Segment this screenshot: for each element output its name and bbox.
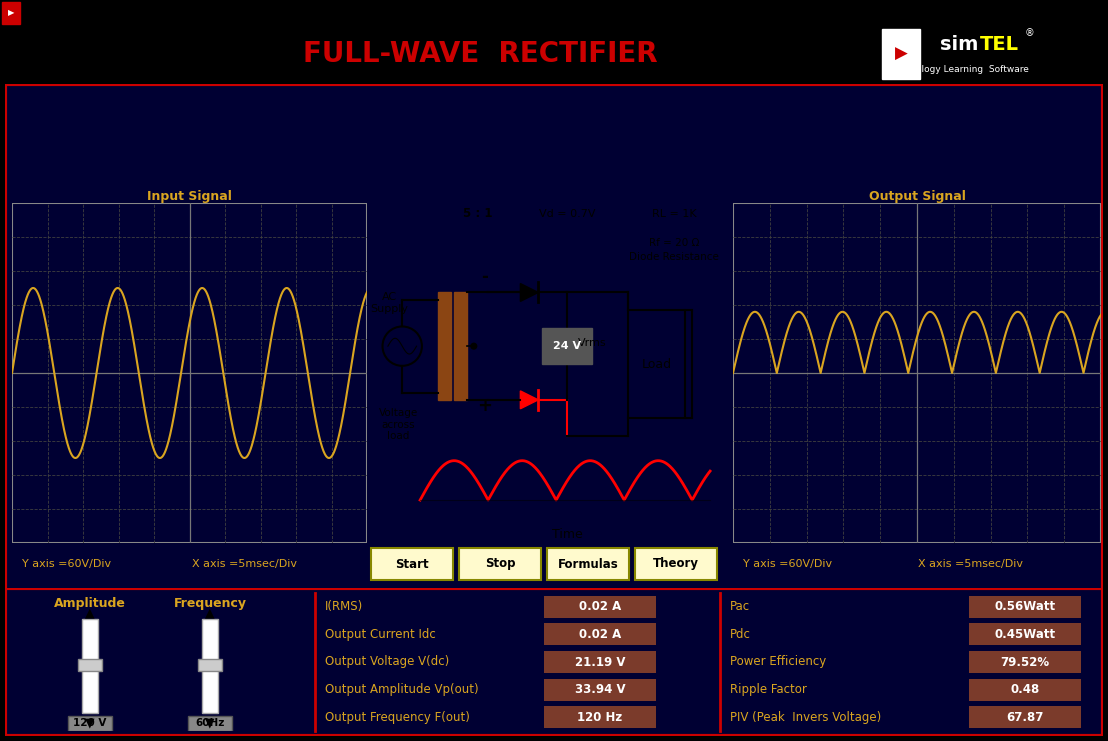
Text: Ripple Factor: Ripple Factor <box>730 683 807 696</box>
Text: Y axis =60V/Div: Y axis =60V/Div <box>22 559 111 569</box>
Text: Output Current Idc: Output Current Idc <box>325 628 435 641</box>
Text: Output Frequency F(out): Output Frequency F(out) <box>325 711 470 724</box>
Text: sim: sim <box>940 36 978 55</box>
FancyBboxPatch shape <box>544 706 656 728</box>
Text: FULL-WAVE  RECTIFIER: FULL-WAVE RECTIFIER <box>302 40 657 68</box>
Bar <box>2 2 20 24</box>
Text: Pac: Pac <box>730 600 750 614</box>
FancyBboxPatch shape <box>970 706 1081 728</box>
Text: Y axis =60V/Div: Y axis =60V/Div <box>743 559 832 569</box>
Text: Output Voltage V(dc): Output Voltage V(dc) <box>325 656 449 668</box>
Text: AC
Supply: AC Supply <box>371 293 409 314</box>
Text: 0.48: 0.48 <box>1010 683 1039 696</box>
FancyBboxPatch shape <box>970 651 1081 673</box>
Text: Theory: Theory <box>653 557 699 571</box>
Text: Technology Learning  Software: Technology Learning Software <box>891 64 1029 73</box>
Bar <box>438 293 451 400</box>
Polygon shape <box>521 284 538 302</box>
Title: Input Signal: Input Signal <box>147 190 232 203</box>
Text: RL = 1K: RL = 1K <box>652 209 697 219</box>
FancyBboxPatch shape <box>970 596 1081 618</box>
Text: Formulas: Formulas <box>557 557 618 571</box>
FancyBboxPatch shape <box>544 651 656 673</box>
Polygon shape <box>521 391 538 409</box>
Bar <box>198 659 222 671</box>
Text: Regulators: Regulators <box>245 7 308 19</box>
Text: TEL: TEL <box>979 36 1019 55</box>
Text: X axis =5msec/Div: X axis =5msec/Div <box>192 559 297 569</box>
Text: Help: Help <box>310 7 337 19</box>
Text: 21.19 V: 21.19 V <box>575 656 625 668</box>
Bar <box>454 293 466 400</box>
Text: Time: Time <box>552 528 583 541</box>
Text: Stop: Stop <box>485 557 515 571</box>
Text: X axis =5msec/Div: X axis =5msec/Div <box>919 559 1023 569</box>
Bar <box>202 619 218 713</box>
Text: Amplitude: Amplitude <box>54 597 126 610</box>
Bar <box>882 29 920 79</box>
Text: Diode Resistance: Diode Resistance <box>629 252 719 262</box>
Bar <box>188 716 232 731</box>
Text: Output Amplitude Vp(out): Output Amplitude Vp(out) <box>325 683 479 696</box>
FancyBboxPatch shape <box>635 548 717 580</box>
Bar <box>78 659 102 671</box>
Text: ▶: ▶ <box>894 45 907 63</box>
Text: 5 : 1: 5 : 1 <box>463 207 492 220</box>
Text: Voltage
across
load: Voltage across load <box>379 408 418 442</box>
Text: Frequency: Frequency <box>174 597 246 610</box>
Text: 33.94 V: 33.94 V <box>575 683 625 696</box>
Text: 120 V: 120 V <box>73 719 106 728</box>
Text: ▲: ▲ <box>205 606 215 619</box>
Text: I(RMS): I(RMS) <box>325 600 363 614</box>
Text: 120 Hz: 120 Hz <box>577 711 623 724</box>
Text: ▶: ▶ <box>8 8 14 18</box>
Text: Filters: Filters <box>183 7 218 19</box>
Text: Vrms: Vrms <box>577 338 606 348</box>
Text: 0.02 A: 0.02 A <box>578 600 622 614</box>
Text: ▲: ▲ <box>85 606 95 619</box>
Text: 24 V: 24 V <box>553 341 581 351</box>
Bar <box>82 619 98 713</box>
Bar <box>68 716 112 731</box>
Text: +: + <box>478 396 492 414</box>
FancyBboxPatch shape <box>459 548 541 580</box>
FancyBboxPatch shape <box>970 623 1081 645</box>
Text: Pdc: Pdc <box>730 628 751 641</box>
FancyBboxPatch shape <box>544 679 656 700</box>
Text: 0.02 A: 0.02 A <box>578 628 622 641</box>
FancyBboxPatch shape <box>970 679 1081 700</box>
Text: 60Hz: 60Hz <box>195 719 225 728</box>
Text: Rectifiers: Rectifiers <box>120 7 175 19</box>
Text: Start: Start <box>396 557 429 571</box>
Text: Exit: Exit <box>358 7 380 19</box>
Title: Output Signal: Output Signal <box>869 190 965 203</box>
FancyBboxPatch shape <box>371 548 453 580</box>
Text: Vd = 0.7V: Vd = 0.7V <box>538 209 595 219</box>
Text: Load: Load <box>642 358 671 370</box>
Text: 0.45Watt: 0.45Watt <box>995 628 1056 641</box>
Text: 67.87: 67.87 <box>1006 711 1044 724</box>
Bar <box>542 328 592 364</box>
Text: ®: ® <box>1025 28 1035 38</box>
Text: Transformer: Transformer <box>45 7 116 19</box>
Circle shape <box>471 343 476 349</box>
FancyBboxPatch shape <box>544 596 656 618</box>
Text: PIV (Peak  Invers Voltage): PIV (Peak Invers Voltage) <box>730 711 881 724</box>
Text: ▼: ▼ <box>205 717 215 729</box>
Bar <box>628 310 685 418</box>
Text: 79.52%: 79.52% <box>1001 656 1049 668</box>
Text: 0.56Watt: 0.56Watt <box>995 600 1056 614</box>
Text: Rf = 20 Ω: Rf = 20 Ω <box>649 238 699 248</box>
Text: Power Efficiency: Power Efficiency <box>730 656 827 668</box>
Text: ▼: ▼ <box>85 717 95 729</box>
Text: -: - <box>481 268 488 286</box>
FancyBboxPatch shape <box>547 548 629 580</box>
FancyBboxPatch shape <box>544 623 656 645</box>
